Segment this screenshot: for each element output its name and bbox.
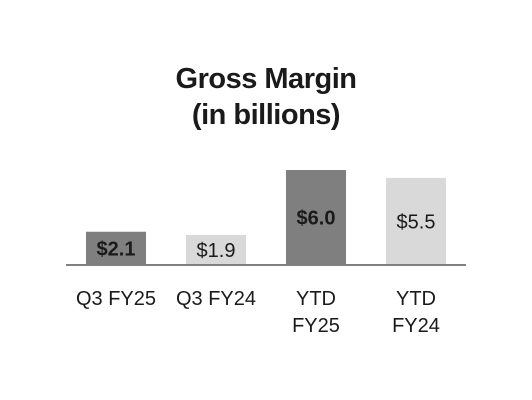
category-label-1: Q3 FY24 [176, 288, 256, 310]
chart-title: Gross Margin (in billions) [176, 63, 357, 131]
bar-2 [286, 170, 346, 265]
chart-title-line-1: Gross Margin [176, 63, 357, 95]
category-label-0-line-0: Q3 FY25 [76, 288, 156, 310]
category-label-3-line-1: FY24 [392, 315, 440, 337]
category-label-2: YTD FY25 [292, 288, 340, 337]
data-label-3: $5.5 [397, 211, 436, 233]
category-label-3-line-0: YTD [396, 288, 436, 310]
data-labels: $2.1 $1.9 $6.0 $5.5 [97, 208, 436, 262]
data-label-2: $6.0 [297, 208, 336, 230]
category-label-0: Q3 FY25 [76, 288, 156, 310]
category-label-3: YTD FY24 [392, 288, 440, 337]
bar-3 [386, 177, 446, 265]
category-label-2-line-0: YTD [296, 288, 336, 310]
data-label-0: $2.1 [97, 238, 136, 260]
data-label-1: $1.9 [197, 240, 236, 262]
bar-0 [86, 231, 146, 265]
bar-1 [186, 234, 246, 265]
category-label-1-line-0: Q3 FY24 [176, 288, 256, 310]
category-labels: Q3 FY25 Q3 FY24 YTD FY25 YTD FY24 [76, 288, 440, 337]
chart-title-line-2: (in billions) [192, 99, 340, 131]
category-label-2-line-1: FY25 [292, 315, 340, 337]
bar-series [86, 170, 446, 265]
